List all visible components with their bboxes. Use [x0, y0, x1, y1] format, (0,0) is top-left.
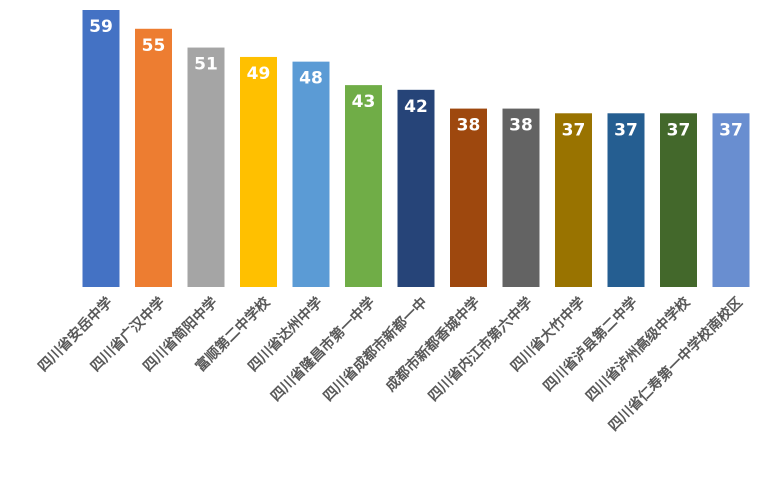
value-label: 48: [299, 69, 323, 89]
value-label: 38: [509, 116, 533, 136]
value-label: 42: [404, 97, 428, 117]
bar: [397, 89, 435, 287]
bar: [240, 56, 277, 287]
bar: [135, 28, 172, 287]
bar: [292, 61, 330, 287]
value-label: 37: [562, 120, 586, 140]
value-label: 43: [352, 92, 376, 112]
value-label: 37: [614, 120, 638, 140]
value-label: 49: [247, 64, 271, 84]
bar: [712, 113, 750, 287]
category-label: 成都市新都香城中学: [382, 294, 483, 395]
category-label: 四川省泸县第二中学: [540, 294, 641, 395]
bar: [345, 85, 382, 287]
category-label: 四川省内江市第六中学: [425, 294, 536, 405]
bar: [187, 47, 225, 287]
value-label: 37: [719, 120, 743, 140]
value-label: 38: [457, 116, 481, 136]
bar: [450, 108, 487, 287]
value-label: 37: [667, 120, 691, 140]
value-label: 59: [89, 17, 113, 37]
value-label: 51: [194, 55, 218, 75]
bar: [660, 113, 697, 287]
value-label: 55: [142, 36, 166, 56]
bar: [555, 113, 592, 287]
category-label: 四川省成都市新都一中: [320, 294, 431, 405]
category-label: 四川省隆昌市第一中学: [267, 294, 378, 405]
bar: [502, 108, 540, 287]
bar: [607, 113, 645, 287]
category-label: 四川省泸州高级中学校: [582, 293, 694, 405]
bar: [82, 10, 120, 287]
